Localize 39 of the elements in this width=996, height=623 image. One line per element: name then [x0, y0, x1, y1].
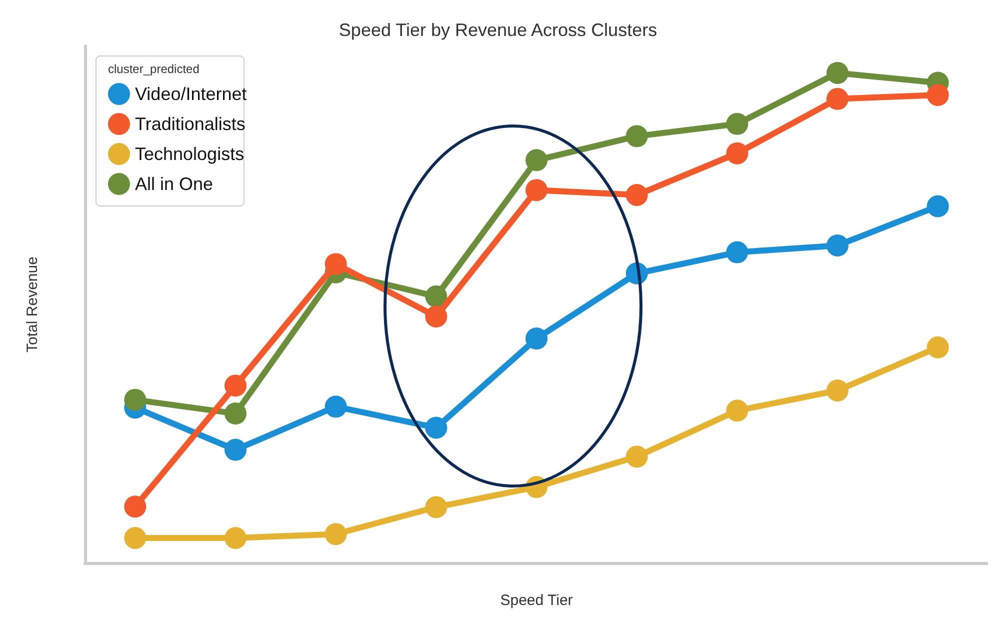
point [926, 336, 949, 358]
legend-label: Video/Internet [135, 84, 247, 104]
point [626, 125, 648, 148]
chart-title: Speed Tier by Revenue Across Clusters [338, 20, 658, 40]
point [124, 388, 146, 411]
point [224, 374, 246, 397]
point [425, 285, 448, 308]
point [726, 112, 748, 135]
point [826, 380, 848, 402]
point [926, 84, 949, 106]
point [324, 253, 347, 276]
point [425, 306, 448, 328]
point [726, 142, 748, 164]
point [726, 241, 748, 264]
point [826, 62, 848, 84]
point [224, 438, 246, 461]
point [526, 179, 548, 202]
legend-label: Technologists [135, 144, 244, 164]
point [324, 396, 347, 418]
point [425, 416, 448, 439]
point [626, 184, 648, 206]
point [324, 523, 347, 546]
point [526, 328, 548, 350]
point [224, 527, 246, 549]
point [626, 446, 648, 468]
point [926, 195, 949, 218]
legend-title: cluster_predicted [108, 62, 200, 76]
x-axis-title: Speed Tier [500, 592, 573, 609]
point [826, 88, 848, 110]
y-axis-title: Total Revenue [24, 256, 41, 352]
point [826, 234, 848, 256]
point [124, 527, 146, 549]
point [224, 402, 246, 425]
legend-label: Traditionalists [135, 114, 246, 134]
point [726, 400, 748, 422]
point [425, 496, 448, 518]
legend-label: All in One [135, 174, 214, 194]
point [526, 149, 548, 172]
point [124, 496, 146, 518]
